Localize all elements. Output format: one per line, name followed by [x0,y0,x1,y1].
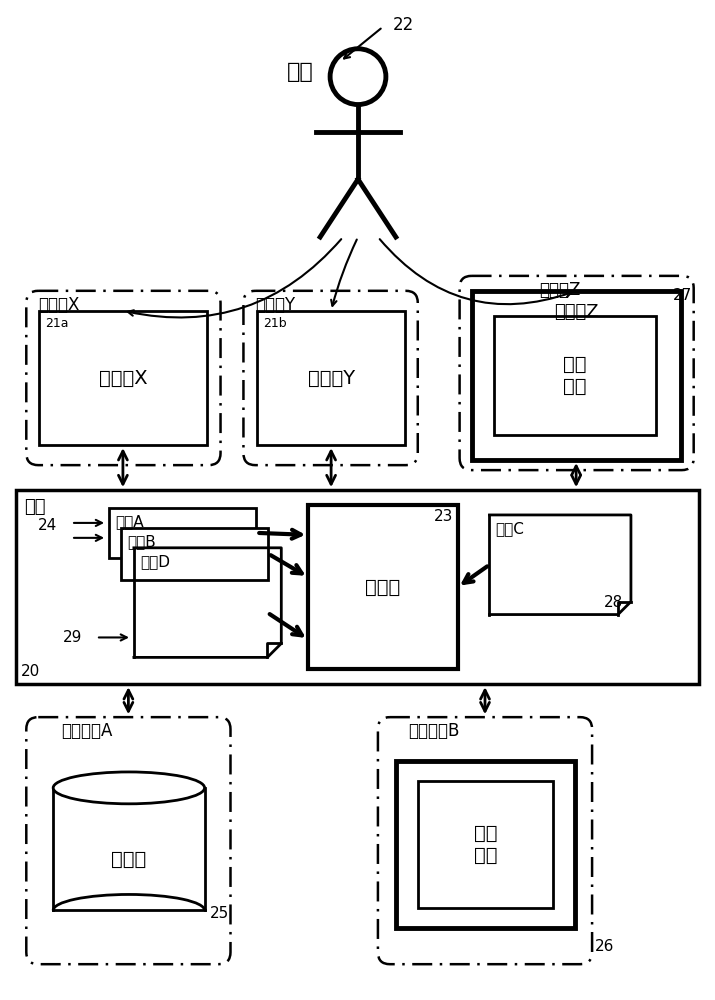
Text: 客户端X: 客户端X [99,368,147,387]
Text: 平台: 平台 [24,498,46,516]
Bar [308,505,458,669]
Text: 23: 23 [434,509,453,524]
Text: 语法A: 语法A [115,514,144,529]
Text: 解析器: 解析器 [365,578,400,597]
Text: 24: 24 [38,518,57,533]
Text: 域提供者B: 域提供者B [408,722,459,740]
Bar [472,291,681,460]
Text: 25: 25 [209,906,229,921]
Text: 语法D: 语法D [140,554,170,569]
Text: 29: 29 [63,630,82,645]
Text: 开发者Z: 开发者Z [539,281,581,299]
Text: 28: 28 [603,595,623,610]
Text: 行动
能力: 行动 能力 [563,355,587,396]
FancyBboxPatch shape [378,717,592,964]
Text: 开发者X: 开发者X [38,296,79,314]
Text: 域提供者A: 域提供者A [61,722,112,740]
Bar [53,788,204,910]
Bar [109,508,257,558]
Text: 22: 22 [393,16,414,34]
FancyBboxPatch shape [460,276,694,470]
Text: 用户: 用户 [287,62,314,82]
Text: 语法B: 语法B [127,534,156,549]
Text: 21b: 21b [263,317,287,330]
Text: 语法C: 语法C [495,521,524,536]
Text: 27: 27 [672,288,691,303]
Text: 客户端Y: 客户端Y [307,368,355,387]
Bar [418,781,553,908]
Text: 20: 20 [21,664,41,679]
Text: 客户端Z: 客户端Z [554,303,598,321]
Text: 开发者Y: 开发者Y [255,296,295,314]
Text: 21a: 21a [45,317,69,330]
FancyBboxPatch shape [26,717,230,964]
FancyBboxPatch shape [26,291,220,465]
Text: 行动
能力: 行动 能力 [474,824,497,865]
FancyBboxPatch shape [243,291,418,465]
Ellipse shape [53,772,204,804]
Bar [396,761,575,928]
Bar [16,490,699,684]
Bar [121,528,268,580]
Bar [257,311,405,445]
Bar [495,316,656,435]
Text: 26: 26 [595,939,614,954]
Bar [39,311,207,445]
Text: 数据源: 数据源 [112,850,147,869]
